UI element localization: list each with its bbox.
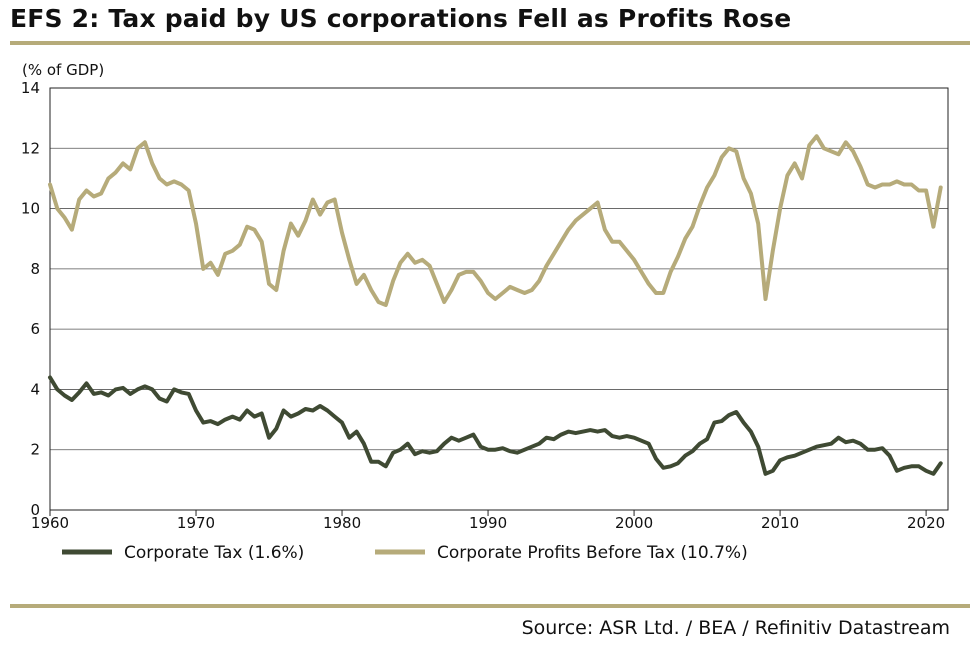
y-tick-label: 2 [30,441,40,459]
x-tick-label: 1970 [177,514,215,532]
corporate-profits-line [48,134,943,307]
legend: Corporate Tax (1.6%) Corporate Profits Be… [62,543,748,563]
y-tick-label: 10 [21,200,40,218]
x-tick-label: 1960 [31,514,69,532]
plot-frame [49,87,949,511]
y-tick-label: 8 [30,260,40,278]
legend-corporate-tax-label: Corporate Tax (1.6%) [124,543,304,563]
x-tick-label: 2000 [615,514,653,532]
series [48,134,943,476]
top-rule [10,41,970,45]
y-tick-label: 14 [21,79,40,97]
chart-title: EFS 2: Tax paid by US corporations Fell … [10,4,792,33]
corporate-tax-line [48,375,943,476]
x-tick-label: 2010 [761,514,799,532]
y-tick-label: 12 [21,139,40,157]
axes: 0 2 4 6 8 10 12 14 1960 1970 1980 1990 2000 2010 2020 [21,79,949,532]
x-tick-label: 1990 [469,514,507,532]
source-note: Source: ASR Ltd. / BEA / Refinitiv Datas… [521,617,950,639]
x-tick-label: 1980 [323,514,361,532]
y-axis-label: (% of GDP) [22,61,104,79]
x-tick-label: 2020 [907,514,945,532]
bottom-rule [10,604,970,608]
legend-corporate-profits-label: Corporate Profits Before Tax (10.7%) [437,543,748,563]
y-tick-label: 0 [30,501,40,519]
y-tick-label: 6 [30,320,40,338]
gridlines [50,147,948,451]
y-tick-label: 4 [30,380,40,398]
